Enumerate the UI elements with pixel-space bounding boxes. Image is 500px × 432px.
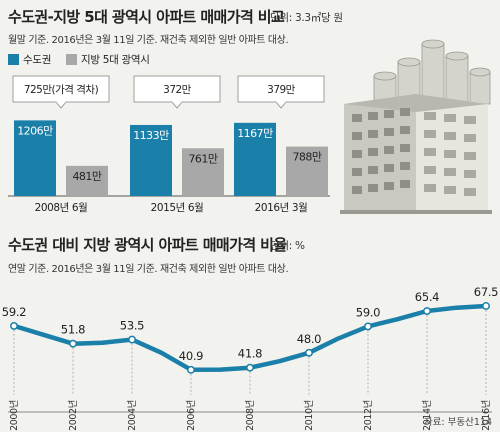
bar-label-regional: 761만 (188, 152, 217, 165)
gap-label: 725만(가격 격차) (24, 83, 99, 96)
x-tick-label: 2012년 (363, 400, 374, 431)
gap-callout-box (133, 75, 221, 103)
gap-label: 372만 (163, 84, 192, 96)
bar-label-capital: 1133만 (133, 129, 169, 142)
bar-chart-unit: 단위: 3.3㎡당 원 (270, 12, 343, 24)
apartment-building-icon (340, 94, 492, 214)
data-point-label: 51.8 (61, 323, 85, 337)
gap-label: 379만 (267, 84, 296, 96)
data-point-label: 59.2 (2, 305, 26, 319)
x-tick-label: 2002년 (68, 400, 79, 431)
data-point (364, 322, 372, 331)
bar-label-capital: 1206만 (17, 124, 53, 137)
data-point (10, 321, 18, 330)
bar-label-regional: 481만 (72, 170, 101, 183)
bar-category-label: 2016년 3월 (255, 202, 308, 214)
legend-label-capital: 수도권 (23, 54, 52, 66)
x-tick-label: 2010년 (304, 400, 315, 431)
legend-swatch-capital (8, 54, 19, 65)
legend-swatch-regional (66, 54, 77, 65)
data-point-label: 59.0 (356, 305, 380, 319)
bar-capital (130, 124, 172, 196)
x-tick-label: 2014년 (422, 400, 433, 431)
x-tick-label: 2008년 (245, 400, 256, 431)
source-credit: 자료: 부동산114 (423, 417, 492, 428)
legend-item-capital: 수도권 (8, 52, 51, 67)
line-chart-note: 연말 기준. 2016년은 3월 11일 기준. 재건축 제외한 일반 아파트 … (8, 264, 289, 275)
data-point (482, 302, 490, 310)
bar-regional (286, 146, 328, 196)
bar-category-label: 2015년 6월 (151, 202, 204, 214)
data-point-label: 65.4 (415, 290, 439, 304)
bar-label-regional: 788만 (292, 151, 321, 164)
data-point (128, 335, 136, 344)
bar-regional (182, 148, 224, 196)
data-point (187, 365, 195, 374)
data-point-label: 48.0 (297, 332, 321, 346)
bar-regional (66, 165, 108, 196)
bar-chart: 1206만 481만 2008년 6월 725만(가격 격차) 1133만 761만 201… (8, 75, 330, 214)
bar-chart-note: 월말 기준. 2016년은 3월 11일 기준. 재건축 제외한 일반 아파트 … (8, 35, 289, 46)
bar-capital (234, 122, 276, 196)
gap-callout-box (12, 75, 110, 103)
bar-category-label: 2008년 6월 (35, 202, 88, 214)
x-tick-label: 2006년 (186, 400, 197, 431)
line-chart-unit: 단위: % (270, 240, 305, 252)
bar-capital (14, 120, 56, 196)
data-point-label: 53.5 (120, 319, 144, 333)
data-point-label: 67.5 (474, 285, 498, 299)
data-point (246, 363, 254, 372)
line-chart-title: 수도권 대비 지방 광역시 아파트 매매가격 비율 (8, 236, 287, 254)
x-tick-label: 2016년 (481, 400, 492, 431)
data-point-label: 41.8 (238, 347, 262, 361)
x-tick-label: 2004년 (127, 400, 138, 431)
data-point (423, 307, 431, 315)
data-point (305, 348, 313, 357)
bar-chart-title: 수도권-지방 5대 광역시 아파트 매매가격 비교 (8, 8, 285, 26)
data-point-label: 40.9 (179, 349, 203, 363)
apartment-coins-illustration (340, 39, 492, 214)
data-point (69, 339, 77, 348)
legend-label-regional: 지방 5대 광역시 (81, 54, 150, 66)
gap-callout-box (237, 75, 325, 103)
bar-label-capital: 1167만 (237, 127, 273, 140)
x-tick-label: 2000년 (9, 400, 20, 431)
legend-item-regional: 지방 5대 광역시 (66, 52, 150, 67)
